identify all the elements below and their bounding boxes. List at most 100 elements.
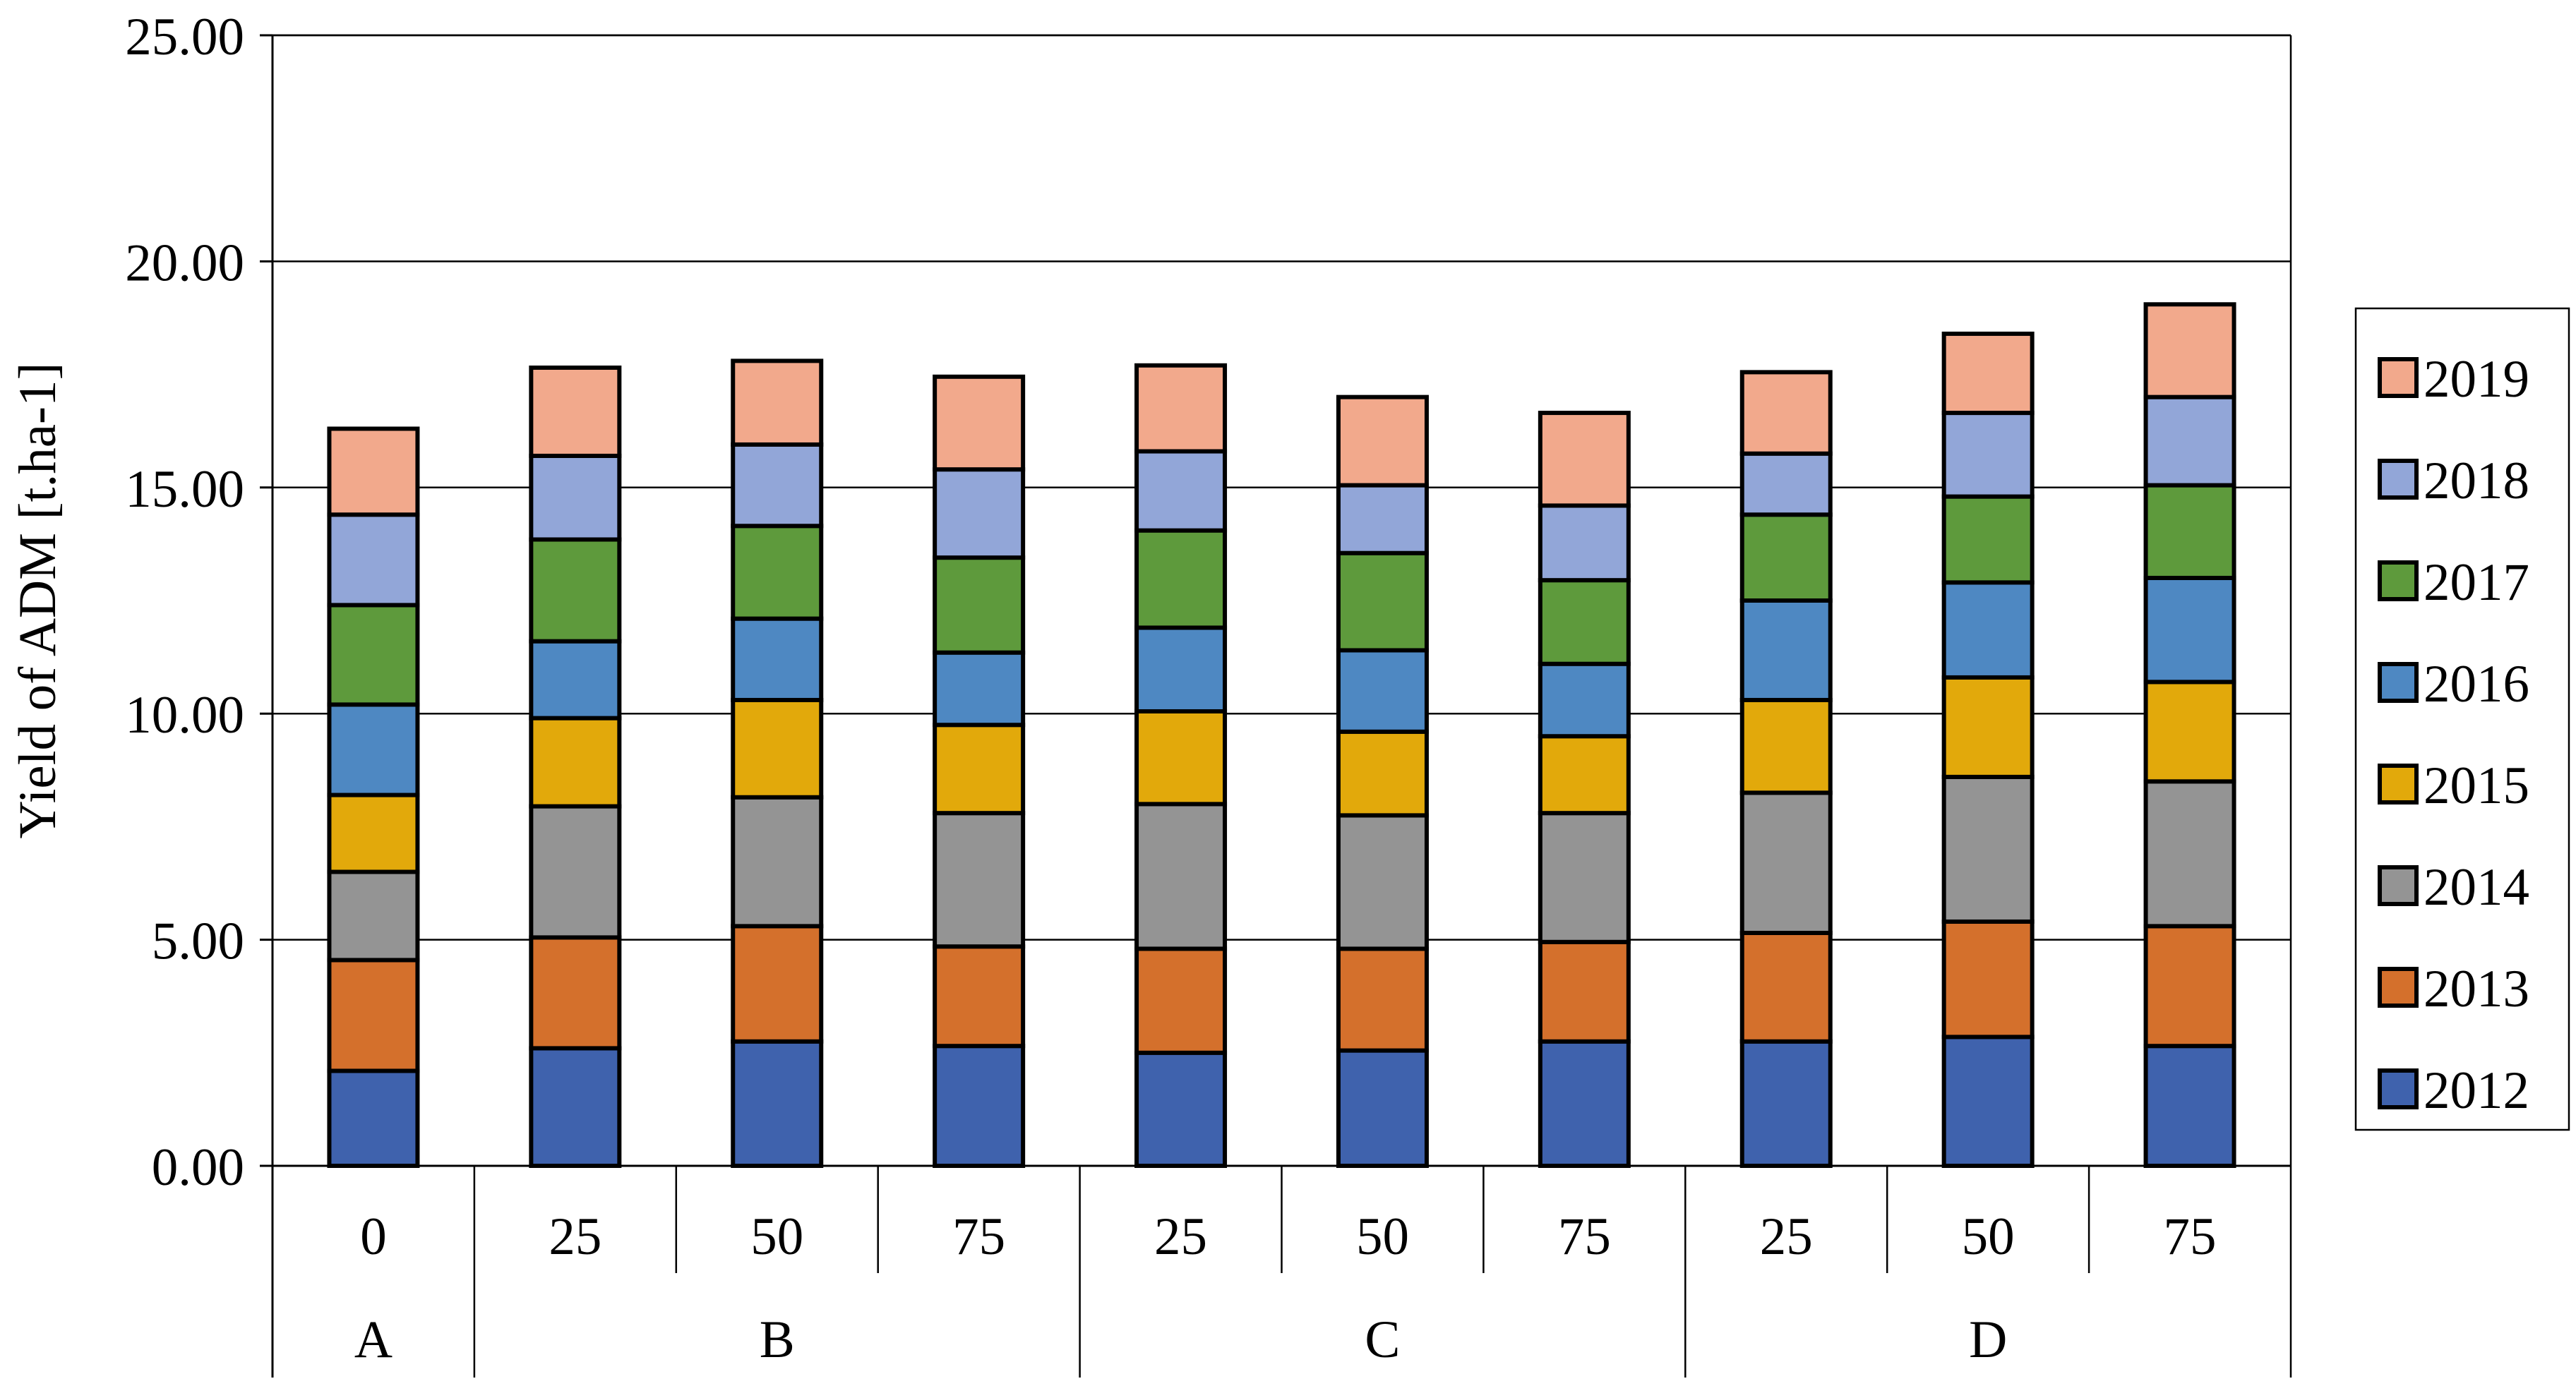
bar-segment-2018 bbox=[1739, 451, 1833, 517]
bar-segment-2013 bbox=[731, 924, 824, 1044]
bar-segment-2018 bbox=[1134, 449, 1228, 533]
bar-segment-2013 bbox=[2143, 924, 2236, 1049]
legend-swatch-2017 bbox=[2378, 560, 2419, 601]
bar-segment-2015 bbox=[2143, 680, 2236, 784]
bar-segment-2015 bbox=[1134, 709, 1228, 807]
bar-segment-2019 bbox=[1739, 370, 1833, 456]
bar-segment-2019 bbox=[529, 365, 622, 458]
bar-segment-2018 bbox=[529, 453, 622, 542]
bar-segment-2015 bbox=[1336, 729, 1429, 818]
bar-segment-2014 bbox=[933, 811, 1026, 949]
bar-segment-2019 bbox=[933, 374, 1026, 472]
bar-segment-2012 bbox=[327, 1068, 420, 1168]
bar-segment-2018 bbox=[1538, 503, 1631, 583]
legend-swatch-2018 bbox=[2378, 459, 2419, 500]
bar-segment-2019 bbox=[1941, 331, 2035, 416]
legend-label-2014: 2014 bbox=[2424, 858, 2529, 917]
bar-segment-2014 bbox=[2143, 779, 2236, 929]
x-category-label: 75 bbox=[952, 1207, 1005, 1266]
bar-segment-2014 bbox=[1739, 790, 1833, 935]
y-tick-labels: 0.00 5.00 10.00 15.00 20.00 25.00 bbox=[125, 8, 244, 1197]
x-category-label: 75 bbox=[1558, 1207, 1611, 1266]
legend-label-2016: 2016 bbox=[2424, 655, 2529, 713]
bars bbox=[327, 302, 2236, 1169]
bar-segment-2014 bbox=[1538, 811, 1631, 944]
legend-swatch-2016 bbox=[2378, 662, 2419, 703]
bar-segment-2012 bbox=[1336, 1048, 1429, 1168]
bar-segment-2012 bbox=[2143, 1044, 2236, 1168]
x-group-label: D bbox=[1969, 1310, 2007, 1369]
legend-label-2017: 2017 bbox=[2424, 553, 2529, 612]
bar-segment-2019 bbox=[327, 426, 420, 517]
bar-segment-2014 bbox=[731, 795, 824, 929]
bar-segment-2018 bbox=[731, 442, 824, 529]
x-category-label: 75 bbox=[2164, 1207, 2217, 1266]
y-tick-label: 25.00 bbox=[125, 8, 244, 66]
bar-segment-2018 bbox=[2143, 394, 2236, 488]
bar-segment-2013 bbox=[1336, 946, 1429, 1053]
bar-segment-2014 bbox=[1336, 813, 1429, 951]
bar-segment-2013 bbox=[933, 944, 1026, 1049]
bar-segment-2012 bbox=[1739, 1039, 1833, 1169]
bar-segment-2015 bbox=[1739, 697, 1833, 795]
x-category-label: 0 bbox=[360, 1207, 387, 1266]
y-axis-label: Yield of ADM [t.ha-1] bbox=[8, 363, 67, 839]
bar-segment-2019 bbox=[2143, 302, 2236, 399]
legend-swatch-2013 bbox=[2378, 967, 2419, 1008]
legend-swatch-2019 bbox=[2378, 357, 2419, 398]
bar-segment-2016 bbox=[1538, 661, 1631, 739]
x-group-labels: A B C D bbox=[354, 1310, 2007, 1369]
bar-segment-2012 bbox=[1941, 1035, 2035, 1168]
bar-segment-2017 bbox=[327, 603, 420, 707]
y-tick-label: 10.00 bbox=[125, 686, 244, 745]
bar-segment-2012 bbox=[933, 1044, 1026, 1168]
x-group-label: A bbox=[354, 1310, 393, 1369]
bar-segment-2012 bbox=[529, 1046, 622, 1168]
bar-segment-2014 bbox=[1941, 774, 2035, 924]
bar-segment-2015 bbox=[933, 723, 1026, 816]
legend-label-2012: 2012 bbox=[2424, 1061, 2529, 1120]
bar-segment-2019 bbox=[1134, 363, 1228, 454]
legend-label-2015: 2015 bbox=[2424, 757, 2529, 815]
bar-segment-2014 bbox=[1134, 802, 1228, 951]
bar-segment-2015 bbox=[327, 793, 420, 874]
x-category-labels: 0 25 50 75 25 50 75 25 50 75 bbox=[360, 1207, 2216, 1266]
bar-segment-2012 bbox=[1538, 1039, 1631, 1169]
legend: 2019 2018 2017 2016 2015 2014 2013 2012 bbox=[2354, 307, 2570, 1131]
bar-segment-2016 bbox=[933, 650, 1026, 728]
bar-segment-2013 bbox=[1538, 939, 1631, 1044]
bar-segment-2018 bbox=[1336, 483, 1429, 555]
x-category-label: 50 bbox=[1962, 1207, 2015, 1266]
bar-segment-2017 bbox=[529, 537, 622, 644]
bar-segment-2012 bbox=[1134, 1050, 1228, 1169]
bar-segment-2019 bbox=[1336, 394, 1429, 488]
bar-segment-2015 bbox=[529, 716, 622, 809]
bar-segment-2015 bbox=[731, 697, 824, 800]
bar-segment-2017 bbox=[1941, 494, 2035, 585]
bar-segment-2016 bbox=[2143, 575, 2236, 685]
bar-segment-2017 bbox=[1538, 578, 1631, 666]
x-category-label: 50 bbox=[750, 1207, 803, 1266]
bar-segment-2013 bbox=[327, 958, 420, 1073]
x-group-label: C bbox=[1365, 1310, 1400, 1369]
y-tick-label: 20.00 bbox=[125, 234, 244, 292]
legend-label-2018: 2018 bbox=[2424, 452, 2529, 510]
bar-segment-2017 bbox=[731, 524, 824, 621]
bar-segment-2016 bbox=[1739, 598, 1833, 702]
bar-segment-2013 bbox=[529, 935, 622, 1051]
bar-segment-2017 bbox=[1336, 550, 1429, 653]
legend-swatch-2014 bbox=[2378, 865, 2419, 906]
bar-segment-2016 bbox=[1134, 625, 1228, 713]
y-tick-label: 5.00 bbox=[152, 912, 244, 971]
bar-segment-2013 bbox=[1134, 946, 1228, 1055]
bar-segment-2018 bbox=[1941, 411, 2035, 499]
x-category-label: 25 bbox=[1760, 1207, 1813, 1266]
legend-swatch-2012 bbox=[2378, 1068, 2419, 1109]
bar-segment-2017 bbox=[1739, 512, 1833, 603]
x-category-label: 25 bbox=[549, 1207, 601, 1266]
bar-segment-2016 bbox=[731, 616, 824, 702]
bar-segment-2014 bbox=[327, 869, 420, 963]
bar-segment-2013 bbox=[1739, 930, 1833, 1044]
